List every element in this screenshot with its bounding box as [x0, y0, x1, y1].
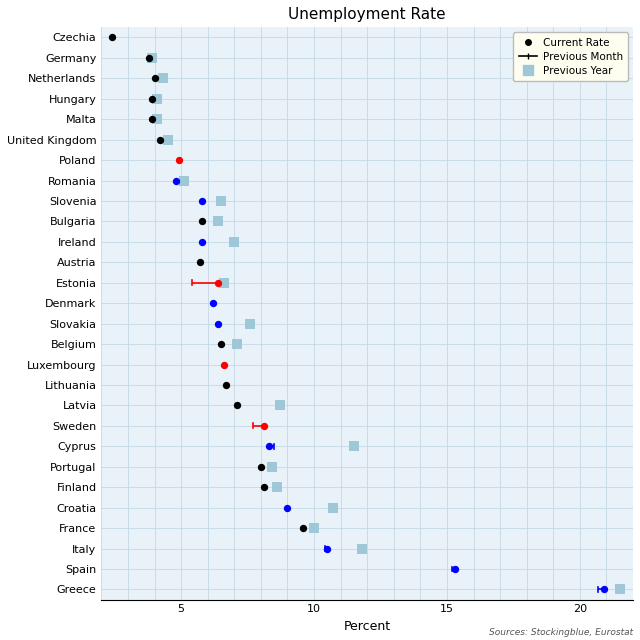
Point	[614, 584, 625, 595]
Point	[147, 114, 157, 124]
Point	[450, 564, 460, 574]
Point	[259, 482, 269, 492]
Point	[282, 502, 292, 513]
Text: Sources: Stockingblue, Eurostat: Sources: Stockingblue, Eurostat	[490, 628, 634, 637]
Point	[221, 380, 232, 390]
Point	[264, 441, 274, 451]
Point	[245, 319, 255, 329]
Point	[157, 73, 168, 83]
Point	[144, 53, 154, 63]
Point	[197, 216, 207, 227]
Point	[259, 420, 269, 431]
Point	[232, 339, 242, 349]
Point	[179, 175, 189, 186]
Point	[173, 155, 184, 165]
Point	[208, 298, 218, 308]
Point	[107, 33, 117, 43]
Point	[147, 53, 157, 63]
Point	[256, 461, 266, 472]
Point	[152, 93, 163, 104]
Point	[216, 196, 226, 206]
Legend: Current Rate, Previous Month, Previous Year: Current Rate, Previous Month, Previous Y…	[513, 33, 628, 81]
Point	[147, 93, 157, 104]
Point	[298, 523, 308, 533]
Point	[155, 134, 165, 145]
Point	[197, 196, 207, 206]
Point	[216, 339, 226, 349]
Point	[328, 502, 338, 513]
Point	[309, 523, 319, 533]
Point	[598, 584, 609, 595]
Point	[163, 134, 173, 145]
Point	[219, 278, 229, 288]
Point	[349, 441, 359, 451]
Point	[229, 237, 239, 247]
Point	[275, 401, 285, 411]
Point	[232, 401, 242, 411]
Point	[357, 543, 367, 554]
Point	[272, 482, 282, 492]
X-axis label: Percent: Percent	[344, 620, 391, 633]
Title: Unemployment Rate: Unemployment Rate	[289, 7, 446, 22]
Point	[197, 237, 207, 247]
Point	[266, 461, 276, 472]
Point	[219, 360, 229, 370]
Point	[323, 543, 333, 554]
Point	[213, 319, 223, 329]
Point	[213, 216, 223, 227]
Point	[195, 257, 205, 268]
Point	[152, 114, 163, 124]
Point	[150, 73, 160, 83]
Point	[171, 175, 181, 186]
Point	[213, 278, 223, 288]
